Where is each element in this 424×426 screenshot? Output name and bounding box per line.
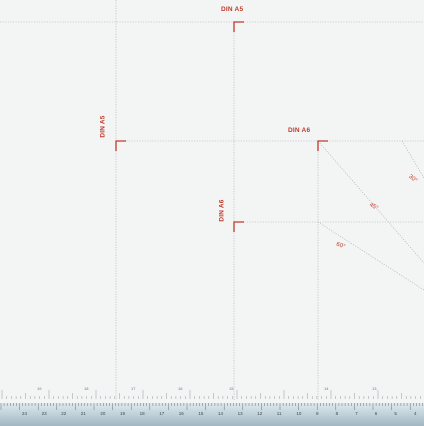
ruler-band-number: 23	[41, 411, 47, 416]
ruler-band-number: 15	[198, 411, 204, 416]
label-din-a5-top: DIN A5	[221, 6, 244, 13]
ruler-number: 14	[324, 386, 329, 391]
ruler-band-number: 17	[159, 411, 165, 416]
angle-line-60	[317, 221, 424, 291]
ruler-band-number: 10	[296, 411, 302, 416]
angle-line-45	[317, 140, 424, 264]
ruler-ticks	[1, 390, 421, 399]
ruler-band-number: 18	[139, 411, 145, 416]
ruler-number: 15	[229, 386, 234, 391]
ruler-number: 19	[37, 386, 42, 391]
label-din-a6-side: DIN A6	[218, 199, 226, 222]
ruler-band-number: 21	[80, 411, 86, 416]
ruler-band-number: 22	[61, 411, 67, 416]
ruler-number: 18	[84, 386, 89, 391]
label-din-a5-side: DIN A5	[99, 115, 107, 138]
ruler-band-number: 6	[374, 411, 378, 416]
ruler-band-number: 14	[218, 411, 224, 416]
ruler-band-number: 7	[355, 411, 358, 416]
corner-marker-a6-side	[233, 221, 244, 232]
ruler-band-number: 19	[120, 411, 126, 416]
ruler-band-number: 11	[276, 411, 282, 416]
corner-marker-a5-side	[115, 140, 126, 151]
corner-marker-a5-top	[233, 21, 244, 32]
ruler-band-number: 5	[394, 411, 397, 416]
label-din-a6-mid: DIN A6	[288, 127, 311, 134]
ruler-band-number: 8	[335, 411, 339, 416]
angle-line-30	[401, 140, 424, 179]
corner-marker-a6-mid	[317, 140, 328, 151]
ruler-band-ticks	[0, 403, 423, 410]
ruler-band-number: 4	[414, 411, 417, 416]
ruler-band-number: 13	[237, 411, 243, 416]
ruler-number: 17	[131, 386, 136, 391]
ruler-band-number: 16	[178, 411, 184, 416]
ruler-band: 24 23 22 21 20 19 18 17 16 15 14 13 12 11 10 9 8 7 6 5 4	[0, 403, 424, 426]
ruler-band-number: 12	[257, 411, 263, 416]
ruler-band-number: 9	[316, 411, 319, 416]
ruler-band-number: 20	[100, 411, 106, 416]
ruler-band-number: 24	[22, 411, 28, 416]
ruler-number: 13	[372, 386, 377, 391]
ruler-number: 16	[178, 386, 183, 391]
